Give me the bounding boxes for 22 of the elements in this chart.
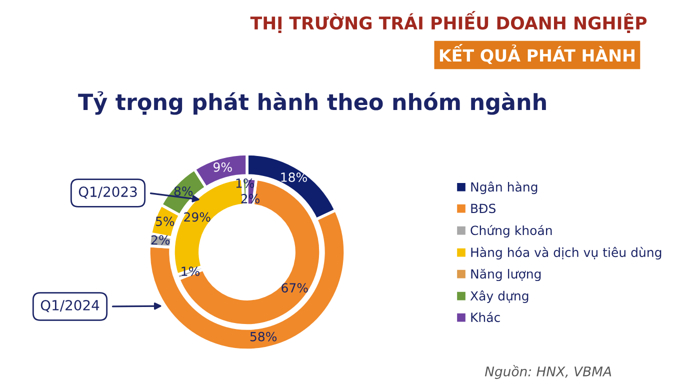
legend-label: Ngân hàng [471,182,538,194]
data-label: 58% [250,332,277,342]
legend-label: BĐS [471,204,496,214]
data-label: 29% [184,212,210,222]
legend-label: Hàng hóa và dịch vụ tiêu dùng [471,246,662,260]
slice-label: Q1/2024 [40,300,100,312]
data-label: 8% [174,186,193,196]
text: Tỷ trọng phát hành theo nhóm ngành [78,91,546,115]
data-label: 5% [156,216,174,226]
slice-label: Q1/2023 [78,186,137,199]
chart-title: THỊ TRƯỜNG TRÁI PHIẾU DOANH NGHIỆP [250,10,647,34]
data-label: 18% [281,172,307,182]
chart-subtitle: KẾT QUẢ PHÁT HÀNH [440,44,634,64]
legend-label: Chứng khoán [470,224,552,238]
legend-label: Khác [471,312,500,322]
data-label: 1% [236,178,254,188]
data-label: 9% [214,162,232,172]
data-label: 67% [282,283,308,293]
legend-label: Năng lượng [471,268,541,282]
data-label: 2% [151,235,170,245]
legend-label: Xây dựng [470,290,528,304]
text: Nguồn: HNX, VBMA [484,365,612,379]
